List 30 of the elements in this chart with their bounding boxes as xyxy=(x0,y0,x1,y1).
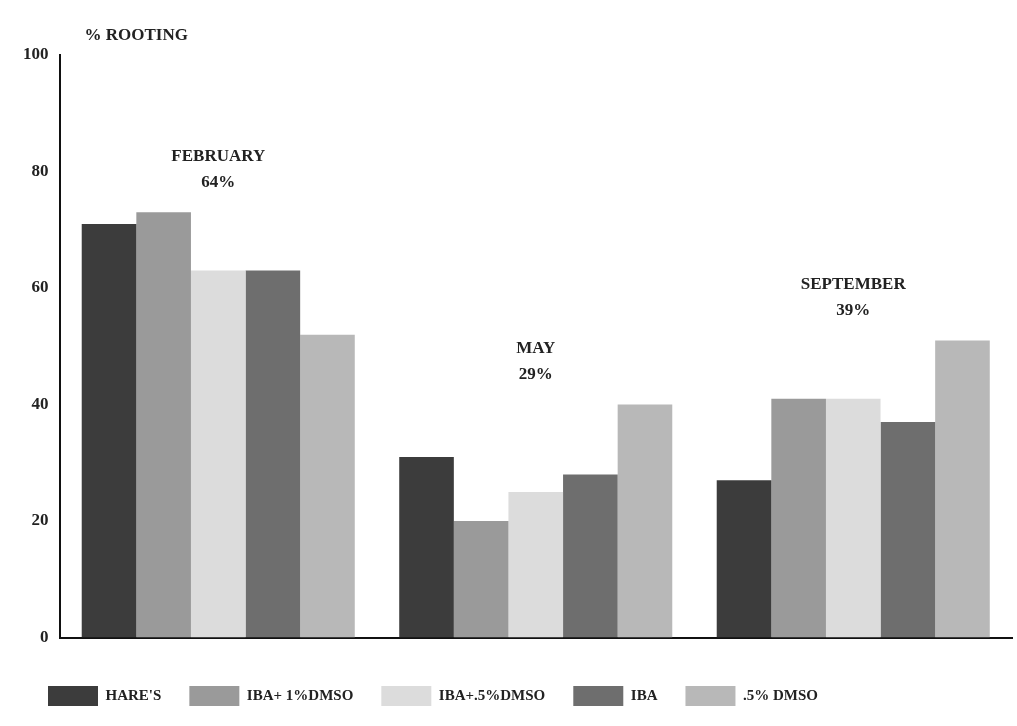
y-axis-title: % ROOTING xyxy=(84,25,188,45)
bar xyxy=(508,491,564,638)
bar xyxy=(880,422,936,638)
bar xyxy=(716,480,772,638)
annotation: MAY 29% xyxy=(516,337,556,383)
bar xyxy=(453,521,509,638)
bar xyxy=(245,270,301,638)
bar xyxy=(771,398,826,638)
y-tick-label: 40 xyxy=(31,393,49,413)
y-tick-label: 100 xyxy=(23,44,49,64)
legend-label: IBA xyxy=(630,686,658,703)
annotation: SEPTEMBER 39% xyxy=(800,273,907,319)
bar xyxy=(825,398,881,638)
legend-label: .5% DMSO xyxy=(742,686,818,703)
bar xyxy=(190,270,246,638)
bar xyxy=(935,340,990,638)
bar xyxy=(617,404,673,638)
bar xyxy=(563,474,618,638)
bar xyxy=(300,334,355,638)
bar xyxy=(81,223,137,638)
y-tick-label: 60 xyxy=(31,277,49,297)
annotation: FEBRUARY 64% xyxy=(171,145,266,191)
y-tick-label: 20 xyxy=(31,510,49,530)
bar xyxy=(399,456,454,638)
y-tick-label: 0 xyxy=(40,626,49,646)
legend-label: IBA+.5%DMSO xyxy=(438,686,546,703)
legend-label: HARE'S xyxy=(105,686,162,703)
y-tick-label: 80 xyxy=(31,160,49,180)
legend-label: IBA+ 1%DMSO xyxy=(246,686,354,703)
bar xyxy=(136,212,191,638)
